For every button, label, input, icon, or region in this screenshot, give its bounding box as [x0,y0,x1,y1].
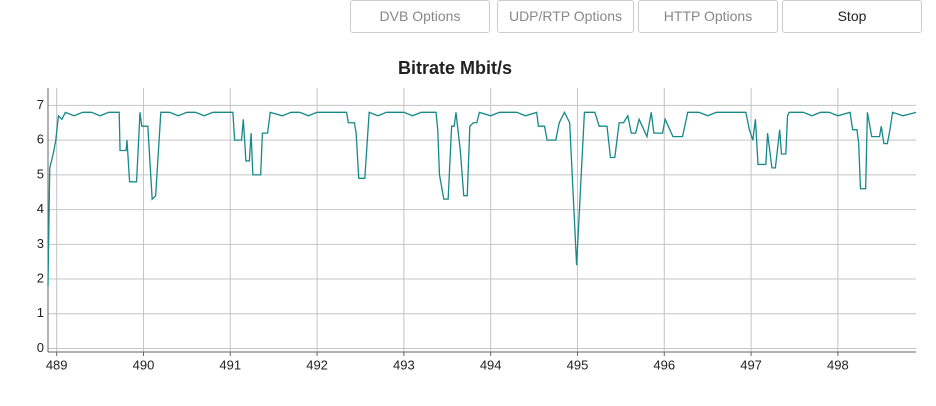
x-tick-label: 496 [653,357,675,372]
x-tick-label: 493 [393,357,415,372]
x-tick-label: 490 [133,357,155,372]
x-tick-label: 492 [306,357,328,372]
y-tick-label: 3 [37,236,44,251]
chart-title: Bitrate Mbit/s [398,58,512,78]
y-tick-label: 7 [37,97,44,112]
http-options-button[interactable]: HTTP Options [638,0,778,33]
x-tick-label: 489 [46,357,68,372]
x-tick-label: 494 [480,357,502,372]
dvb-options-button[interactable]: DVB Options [350,0,490,33]
y-tick-label: 2 [37,270,44,285]
stop-button[interactable]: Stop [782,0,922,33]
x-tick-label: 498 [827,357,849,372]
y-tick-label: 4 [37,201,44,216]
y-tick-label: 1 [37,305,44,320]
x-tick-label: 491 [219,357,241,372]
y-tick-label: 0 [37,340,44,355]
udp-rtp-options-button[interactable]: UDP/RTP Options [497,0,634,33]
x-tick-label: 497 [740,357,762,372]
y-tick-label: 6 [37,132,44,147]
y-tick-label: 5 [37,166,44,181]
x-tick-label: 495 [567,357,589,372]
bitrate-line [47,110,917,287]
